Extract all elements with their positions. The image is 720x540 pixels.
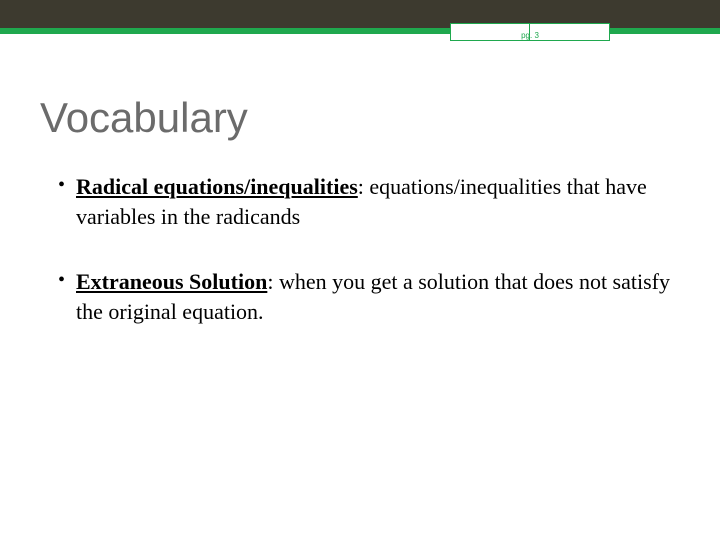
page-indicator-box: pg. 3 [450, 23, 610, 41]
header-top-bar [0, 0, 720, 28]
header-accent-line: pg. 3 [0, 28, 720, 34]
vocabulary-item: Extraneous Solution: when you get a solu… [58, 267, 680, 326]
vocabulary-list: Radical equations/inequalities: equation… [40, 172, 680, 327]
vocabulary-item: Radical equations/inequalities: equation… [58, 172, 680, 231]
vocab-term: Extraneous Solution [76, 269, 267, 294]
vocab-term: Radical equations/inequalities [76, 174, 358, 199]
accent-line [0, 28, 720, 34]
slide-content: Vocabulary Radical equations/inequalitie… [0, 34, 720, 327]
slide-title: Vocabulary [40, 94, 680, 142]
page-box-divider [529, 23, 530, 41]
